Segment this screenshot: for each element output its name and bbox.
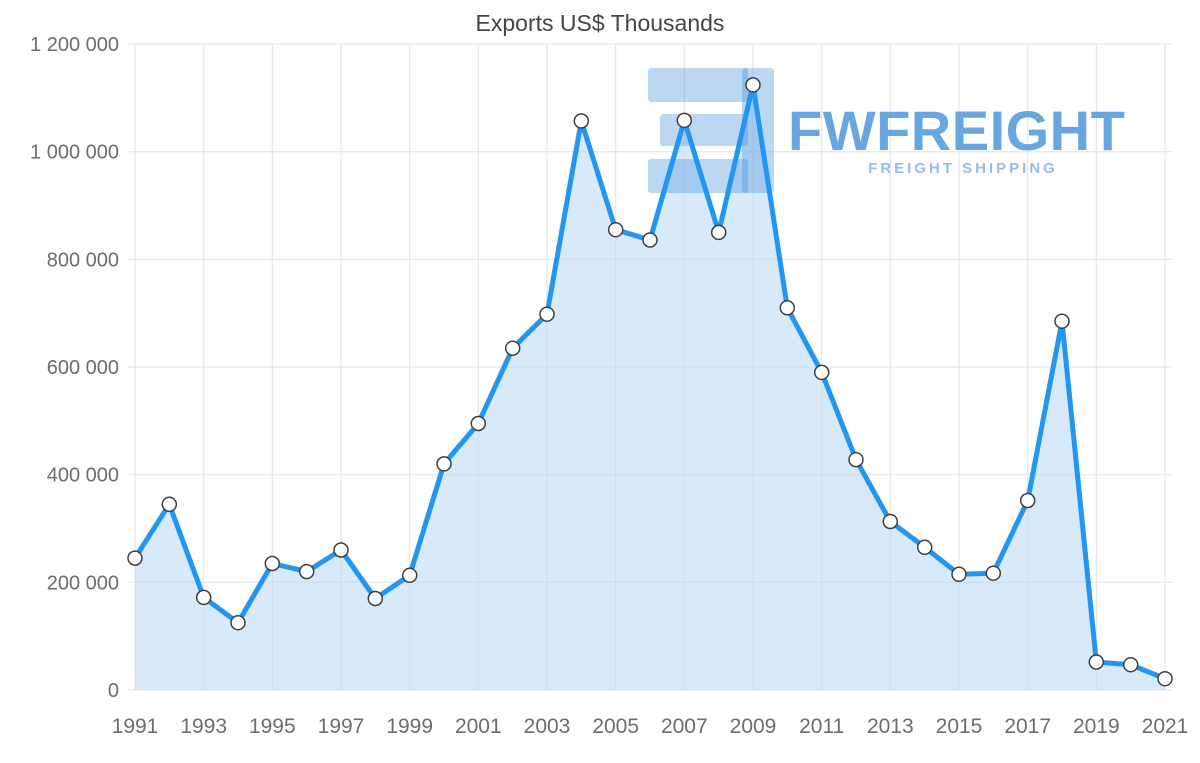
data-point-2011[interactable] — [813, 364, 830, 381]
data-point-2012[interactable] — [848, 451, 864, 468]
x-axis-label: 2013 — [867, 715, 914, 738]
data-point-2008[interactable] — [710, 224, 727, 241]
data-point-2005[interactable] — [607, 221, 624, 238]
area-layer — [135, 84, 1165, 690]
markers-layer — [127, 77, 1173, 687]
x-axis-label: 1995 — [249, 715, 296, 738]
y-axis-label: 1 000 000 — [30, 142, 119, 164]
area-fill — [135, 84, 1165, 690]
data-point-1991[interactable] — [127, 550, 143, 566]
data-point-2015[interactable] — [951, 566, 967, 583]
x-axis-label: 2017 — [1004, 715, 1051, 738]
data-point-2000[interactable] — [436, 456, 452, 472]
x-axis-label: 1993 — [180, 715, 227, 738]
y-axis-label: 0 — [108, 680, 119, 702]
y-axis-label: 600 000 — [47, 357, 119, 379]
data-point-1993[interactable] — [195, 589, 212, 606]
x-axis-label: 2021 — [1142, 715, 1189, 738]
watermark-tagline-text: FREIGHT SHIPPING — [868, 160, 1058, 177]
data-point-2013[interactable] — [882, 513, 899, 530]
y-axis-label: 400 000 — [47, 465, 119, 487]
data-point-2018[interactable] — [1054, 313, 1070, 329]
data-point-2007[interactable] — [676, 112, 693, 129]
watermark-brand-text: FWFREIGHT — [788, 99, 1125, 162]
data-point-2006[interactable] — [642, 232, 658, 248]
data-point-1994[interactable] — [230, 614, 246, 631]
data-point-2002[interactable] — [504, 340, 521, 356]
x-axis-label: 2015 — [936, 715, 983, 738]
x-axis-label: 1999 — [386, 715, 433, 738]
x-axis-label: 2011 — [799, 715, 844, 738]
x-axis-label: 2005 — [592, 715, 639, 738]
data-point-2017[interactable] — [1019, 492, 1036, 509]
y-axis-label: 800 000 — [47, 249, 119, 271]
data-point-1998[interactable] — [367, 590, 384, 607]
data-point-1996[interactable] — [298, 563, 315, 580]
data-point-1995[interactable] — [264, 555, 281, 572]
x-axis-label: 2001 — [455, 715, 502, 738]
x-axis-label: 2007 — [661, 715, 708, 738]
x-axis-label: 2009 — [730, 715, 777, 738]
data-point-2016[interactable] — [985, 565, 1002, 581]
x-axis-label: 2003 — [524, 715, 571, 738]
data-point-2003[interactable] — [539, 306, 555, 322]
data-point-1992[interactable] — [161, 496, 178, 513]
chart-title: Exports US$ Thousands — [476, 10, 725, 36]
x-axis-label: 1991 — [112, 715, 159, 738]
data-point-2014[interactable] — [916, 539, 933, 556]
data-point-1999[interactable] — [401, 567, 418, 584]
x-axis-label: 1997 — [318, 715, 365, 738]
y-axis-label: 200 000 — [47, 572, 119, 594]
data-point-2004[interactable] — [573, 113, 590, 129]
watermark: FWFREIGHT FREIGHT SHIPPING — [648, 68, 1125, 193]
data-point-2009[interactable] — [745, 77, 761, 93]
data-point-2001[interactable] — [470, 415, 487, 432]
data-point-1997[interactable] — [333, 542, 349, 558]
data-point-2020[interactable] — [1122, 656, 1139, 673]
x-axis-label: 2019 — [1073, 715, 1120, 738]
data-point-2019[interactable] — [1088, 654, 1105, 670]
y-axis-label: 1 200 000 — [30, 34, 119, 56]
data-point-2021[interactable] — [1157, 670, 1173, 687]
data-point-2010[interactable] — [779, 300, 796, 316]
